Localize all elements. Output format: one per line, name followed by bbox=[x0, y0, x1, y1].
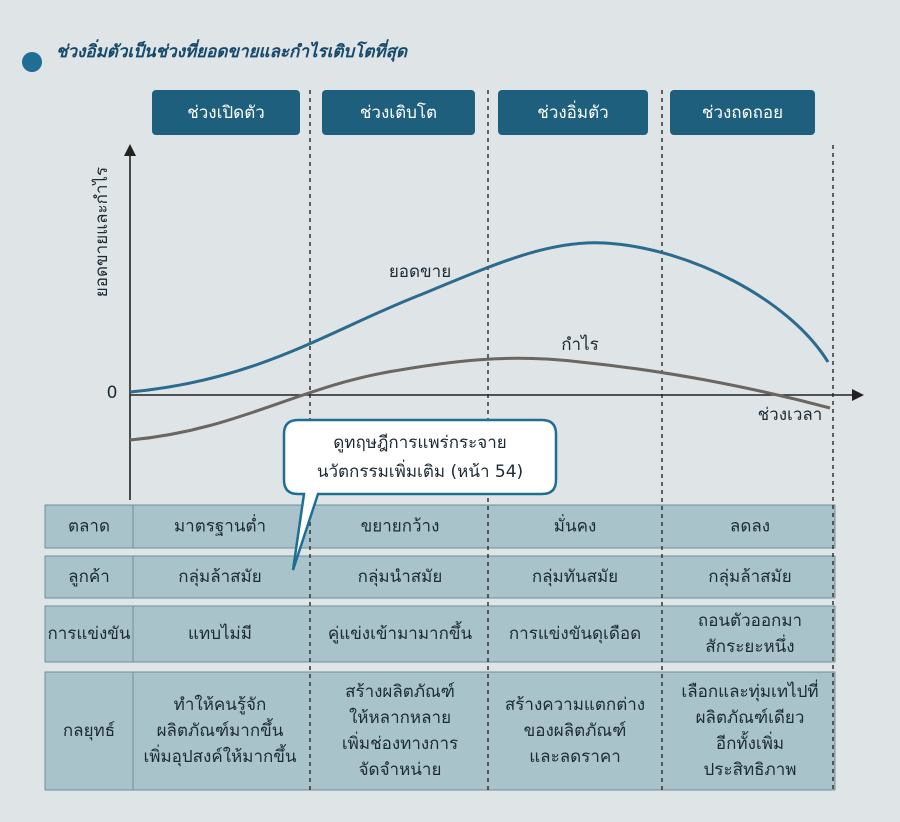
sales-label: ยอดขาย bbox=[389, 262, 451, 282]
cell-text: กลุ่มนำสมัย bbox=[358, 567, 443, 587]
cell-text: อีกทั้งเพิ่ม bbox=[716, 731, 784, 754]
cell-text: สร้างความแตกต่าง bbox=[505, 695, 645, 715]
sales-curve bbox=[129, 241, 830, 394]
x-arrow bbox=[852, 389, 864, 401]
stage-label: ช่วงเปิดตัว bbox=[187, 103, 265, 123]
profit-label: กำไร bbox=[561, 334, 599, 355]
table-row bbox=[44, 605, 836, 663]
stage-box bbox=[670, 90, 815, 135]
stage-label: ช่วงอิ่มตัว bbox=[537, 100, 608, 123]
stage-box bbox=[498, 90, 648, 135]
cell-text: ของผลิตภัณฑ์ bbox=[524, 721, 627, 741]
stage-label: ช่วงเติบโต bbox=[360, 102, 437, 123]
cell-text: ให้หลากหลาย bbox=[349, 707, 451, 728]
profit-curve bbox=[129, 356, 831, 442]
cell-text: จัดจำหน่าย bbox=[359, 760, 442, 780]
stage-dividers bbox=[309, 90, 834, 790]
cell-text: ลดลง bbox=[730, 517, 770, 537]
cell-text: สักระยะหนึ่ง bbox=[705, 634, 794, 657]
table-row bbox=[44, 671, 836, 791]
callout-line: นวัตกรรมเพิ่มเติม (หน้า 54) bbox=[317, 459, 523, 482]
cell-text: เพิ่มช่องทางการ bbox=[342, 731, 458, 754]
table-row bbox=[44, 504, 836, 549]
cell-text: แทบไม่มี bbox=[188, 623, 252, 644]
cell-text: ผลิตภัณฑ์เดียว bbox=[696, 708, 805, 728]
cell-text: เพิ่มอุปสงค์ให้มากขึ้น bbox=[143, 744, 296, 767]
table-row bbox=[44, 555, 836, 599]
cell-text: กลุ่มล้าสมัย bbox=[178, 567, 261, 587]
cell-text: ผลิตภัณฑ์มากขึ้น bbox=[157, 718, 284, 741]
y-arrow bbox=[124, 144, 136, 156]
cell-text: มั่นคง bbox=[554, 514, 597, 537]
stage-box bbox=[322, 90, 475, 135]
stage-label: ช่วงถดถอย bbox=[702, 103, 783, 123]
row-label: กลยุทธ์ bbox=[63, 721, 115, 741]
cell-text: และลดราคา bbox=[529, 747, 621, 767]
stage-box bbox=[152, 90, 300, 135]
cell-text: ประสิทธิภาพ bbox=[704, 760, 797, 780]
cell-text: สร้างผลิตภัณฑ์ bbox=[345, 682, 455, 702]
cell-text: เลือกและทุ่มเทไปที่ bbox=[681, 679, 818, 702]
cell-text: ทำให้คนรู้จัก bbox=[174, 694, 267, 715]
title: ช่วงอิ่มตัวเป็นช่วงที่ยอดขายและกำไรเติบโ… bbox=[56, 39, 408, 62]
title-bullet bbox=[22, 52, 42, 72]
cell-text: คู่แข่งเข้ามามากขึ้น bbox=[328, 621, 473, 644]
row-label: ลูกค้า bbox=[68, 567, 110, 587]
cell-text: การแข่งขันดุเดือด bbox=[509, 624, 641, 644]
callout-line: ดูทฤษฎีการแพร่กระจาย bbox=[333, 433, 506, 453]
y-axis-label: ยอดขายและกำไร bbox=[91, 167, 112, 297]
callout bbox=[282, 418, 558, 571]
row-label: ตลาด bbox=[68, 517, 110, 537]
x-axis-label: ช่วงเวลา bbox=[758, 405, 823, 425]
cell-text: ถอนตัวออกมา bbox=[698, 611, 802, 631]
zero-label: 0 bbox=[107, 383, 118, 403]
cell-text: ขยายกว้าง bbox=[361, 517, 440, 537]
cell-text: กลุ่มล้าสมัย bbox=[708, 567, 791, 587]
cell-text: มาตรฐานต่ำ bbox=[174, 514, 266, 537]
axes bbox=[129, 150, 858, 500]
cell-text: กลุ่มทันสมัย bbox=[532, 567, 618, 587]
row-label: การแข่งขัน bbox=[47, 624, 130, 644]
